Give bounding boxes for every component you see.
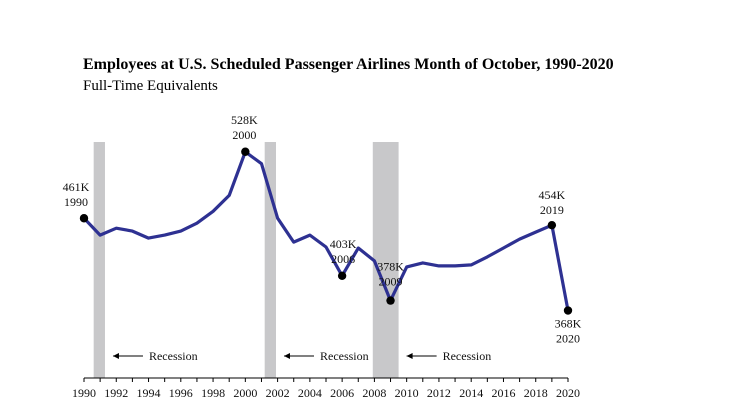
recession-arrow-head [112, 353, 119, 359]
x-axis: 1990 1992 1994 1996 1998 2000 2002 2004 2006 2008… [72, 377, 580, 400]
x-tick-label: 2006 [330, 386, 354, 400]
point-year-label: 2009 [379, 275, 403, 289]
point-value-label: 378K [377, 260, 404, 274]
chart-title: Employees at U.S. Scheduled Passenger Ai… [83, 56, 614, 73]
x-tick-label: 2000 [233, 386, 257, 400]
x-tick-label: 2010 [395, 386, 419, 400]
highlight-point [547, 220, 557, 230]
highlight-point [386, 296, 395, 305]
x-tick-label: 1998 [201, 386, 225, 400]
recession-label: Recession [320, 349, 369, 363]
point-value-label: 528K [231, 113, 258, 127]
x-tick-label: 2020 [556, 386, 580, 400]
x-tick-label: 2016 [491, 386, 515, 400]
x-tick-label: 2004 [298, 386, 322, 400]
point-year-label: 1990 [64, 195, 88, 209]
recession-arrow-head [406, 353, 413, 359]
point-year-label: 2006 [331, 252, 355, 266]
recession-band [264, 142, 276, 378]
x-tick-label: 1994 [137, 386, 161, 400]
recession-label: Recession [443, 349, 492, 363]
point-value-label: 461K [63, 180, 90, 194]
point-year-label: 2020 [556, 332, 580, 346]
x-tick-label: 2018 [524, 386, 548, 400]
x-tick-label: 2002 [266, 386, 290, 400]
x-tick-label: 1992 [104, 386, 128, 400]
highlight-point [337, 271, 347, 280]
point-value-label: 368K [555, 317, 582, 331]
x-tick-label: 2014 [459, 386, 483, 400]
point-value-label: 403K [330, 237, 357, 251]
highlight-points [79, 147, 573, 315]
x-tick-label: 2008 [362, 386, 386, 400]
point-year-label: 2000 [232, 128, 256, 142]
highlight-point [79, 214, 89, 223]
series-line [82, 150, 570, 313]
recession-band [93, 142, 105, 378]
x-tick-label: 1996 [169, 386, 193, 400]
recession-bands: Recession Recession Recession [93, 142, 492, 378]
x-tick-label: 2012 [427, 386, 451, 400]
point-year-label: 2019 [540, 203, 564, 217]
recession-label: Recession [149, 349, 198, 363]
recession-band [372, 142, 399, 378]
highlight-point [563, 306, 573, 315]
series-line-layer [82, 150, 570, 313]
recession-arrow-head [283, 353, 290, 359]
point-value-label: 454K [539, 188, 566, 202]
chart-subtitle: Full-Time Equivalents [83, 78, 218, 94]
x-tick-label: 1990 [72, 386, 96, 400]
highlight-point [241, 147, 250, 156]
